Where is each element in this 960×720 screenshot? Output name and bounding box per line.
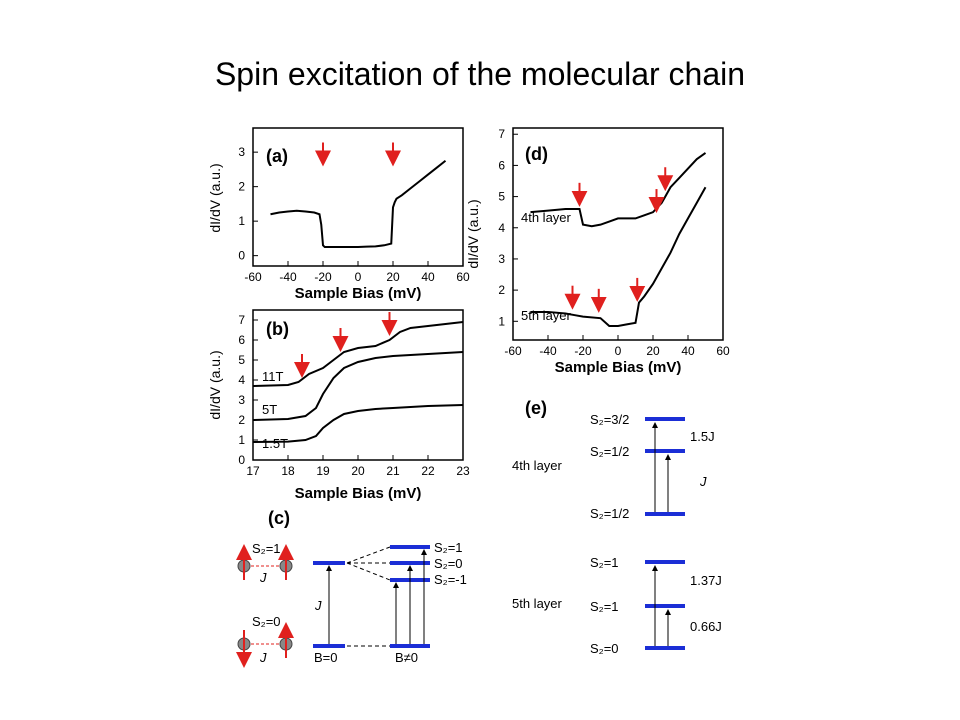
panel-e-l5-gap-1: 0.66J — [690, 619, 722, 634]
panel-e-label: (e) — [525, 398, 547, 418]
y-tick-label: 6 — [498, 158, 505, 172]
panel-b-series-label-11t: 11T — [262, 369, 283, 384]
x-tick-label: -40 — [279, 270, 297, 284]
x-tick-label: -40 — [539, 344, 557, 358]
series-line — [252, 351, 464, 421]
y-tick-label: 3 — [238, 393, 245, 407]
panel-c-bottom-coupling: J — [259, 650, 267, 665]
x-tick-label: 0 — [355, 270, 362, 284]
panel-e-l4-level-1: S₂=1/2 — [590, 444, 629, 459]
x-tick-label: -60 — [504, 344, 522, 358]
x-tick-label: 19 — [316, 464, 330, 478]
x-tick-label: 23 — [456, 464, 470, 478]
y-tick-label: 7 — [498, 127, 505, 141]
x-tick-label: 22 — [421, 464, 435, 478]
panel-d-label: (d) — [525, 144, 548, 164]
x-tick-label: 40 — [421, 270, 435, 284]
panel-a-ylabel: dI/dV (a.u.) — [207, 163, 223, 232]
panel-c-bottom-spin-label: S₂=0 — [252, 614, 281, 629]
y-tick-label: 3 — [238, 145, 245, 159]
x-tick-label: 17 — [246, 464, 260, 478]
x-tick-label: 0 — [615, 344, 622, 358]
panel-c-gap-label: J — [314, 598, 322, 613]
panel-b-series-label-1-5t: 1.5T — [262, 436, 288, 451]
panel-b: (b) Sample Bias (mV) dI/dV (a.u.) 11T 5T… — [207, 309, 470, 502]
panel-c-bnz-label: B≠0 — [395, 650, 418, 665]
panel-e-l4-gap-0: 1.5J — [690, 429, 715, 444]
y-tick-label: 1 — [238, 214, 245, 228]
slide-title: Spin excitation of the molecular chain — [214, 56, 746, 92]
panel-d-xlabel: Sample Bias (mV) — [555, 359, 682, 376]
panel-c: (c) S₂=1 J S₂=0 J J B=0 — [236, 508, 467, 668]
y-tick-label: 5 — [498, 190, 505, 204]
y-tick-label: 7 — [238, 313, 245, 327]
y-tick-label: 0 — [238, 249, 245, 263]
panel-b-series-label-5t: 5T — [262, 402, 277, 417]
panel-e-l5-gap-0: 1.37J — [690, 573, 722, 588]
x-tick-label: 21 — [386, 464, 400, 478]
panel-e-l4-gap-1: J — [699, 474, 707, 489]
panel-d-series-label-4th: 4th layer — [521, 210, 572, 225]
series-line — [530, 152, 707, 228]
series-line — [252, 404, 464, 443]
panel-c-sz-0: S₂=0 — [434, 556, 463, 571]
x-tick-label: 60 — [456, 270, 470, 284]
panel-d-series-label-5th: 5th layer — [521, 308, 572, 323]
y-tick-label: 2 — [238, 413, 245, 427]
panel-e-l5-level-1: S₂=1 — [590, 599, 619, 614]
panel-e: (e) 4th layer S₂=3/2 S₂=1/2 S₂=1/2 1.5J … — [512, 398, 722, 656]
series-line — [530, 186, 707, 327]
panel-c-label: (c) — [268, 508, 290, 528]
panel-a: (a) Sample Bias (mV) dI/dV (a.u.) -60 -40… — [207, 127, 470, 302]
y-tick-label: 0 — [238, 453, 245, 467]
panel-b-xlabel: Sample Bias (mV) — [295, 485, 422, 502]
panel-d-ylabel: dI/dV (a.u.) — [465, 199, 481, 268]
panel-e-layer4-name: 4th layer — [512, 458, 563, 473]
x-tick-label: 20 — [646, 344, 660, 358]
y-tick-label: 4 — [498, 221, 505, 235]
x-tick-label: 20 — [386, 270, 400, 284]
panel-d: (d) Sample Bias (mV) dI/dV (a.u.) 4th la… — [465, 127, 730, 376]
y-tick-label: 4 — [238, 373, 245, 387]
x-tick-label: 20 — [351, 464, 365, 478]
panel-c-top-spin-label: S₂=1 — [252, 541, 281, 556]
x-tick-label: 18 — [281, 464, 295, 478]
panel-e-l4-level-0: S₂=3/2 — [590, 412, 629, 427]
panel-e-l4-level-2: S₂=1/2 — [590, 506, 629, 521]
panel-e-layer5-name: 5th layer — [512, 596, 563, 611]
panel-e-l5-level-2: S₂=0 — [590, 641, 619, 656]
panel-a-label: (a) — [266, 146, 288, 166]
y-tick-label: 1 — [498, 314, 505, 328]
panel-b-ylabel: dI/dV (a.u.) — [207, 350, 223, 419]
panel-c-top-coupling: J — [259, 570, 267, 585]
y-tick-label: 2 — [238, 180, 245, 194]
x-tick-label: -60 — [244, 270, 262, 284]
panel-c-b0-label: B=0 — [314, 650, 338, 665]
series-line — [252, 321, 464, 387]
x-tick-label: -20 — [574, 344, 592, 358]
y-tick-label: 1 — [238, 433, 245, 447]
x-tick-label: 40 — [681, 344, 695, 358]
panel-b-label: (b) — [266, 319, 289, 339]
x-tick-label: 60 — [716, 344, 730, 358]
y-tick-label: 5 — [238, 353, 245, 367]
x-tick-label: -20 — [314, 270, 332, 284]
panel-c-sz-m1: S₂=-1 — [434, 572, 467, 587]
y-tick-label: 3 — [498, 252, 505, 266]
y-tick-label: 2 — [498, 283, 505, 297]
panel-a-xlabel: Sample Bias (mV) — [295, 285, 422, 302]
series-line — [270, 159, 447, 249]
panel-e-l5-level-0: S₂=1 — [590, 555, 619, 570]
panel-c-sz-1: S₂=1 — [434, 540, 463, 555]
y-tick-label: 6 — [238, 333, 245, 347]
